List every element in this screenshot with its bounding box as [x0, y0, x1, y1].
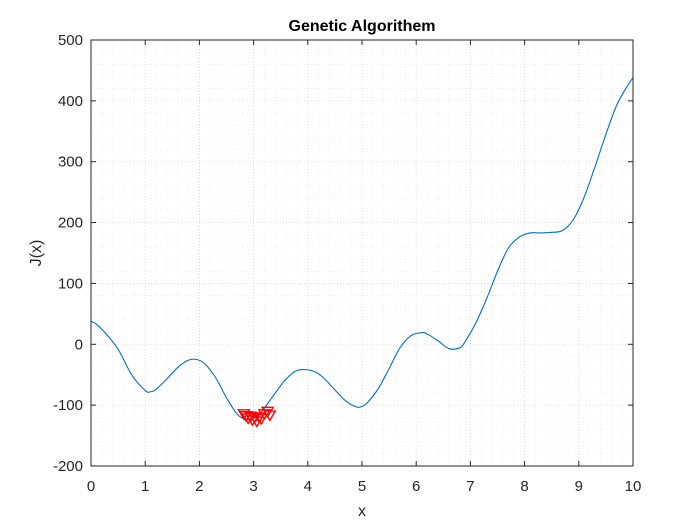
x-tick-label: 0 [87, 478, 95, 495]
chart-title: Genetic Algorithem [289, 18, 436, 35]
y-tick-label: 500 [58, 32, 83, 49]
x-tick-label: 4 [304, 478, 312, 495]
x-tick-label: 1 [141, 478, 149, 495]
y-axis-label: J(x) [28, 240, 45, 267]
x-tick-label: 3 [249, 478, 257, 495]
point-marker [263, 410, 277, 422]
series-line [90, 77, 634, 420]
y-tick-label: 0 [75, 336, 83, 353]
series-layer [90, 77, 634, 428]
y-tick-label: -200 [53, 458, 83, 475]
x-tick-label: 5 [358, 478, 366, 495]
x-tick-label: 9 [575, 478, 583, 495]
x-tick-label: 10 [625, 478, 642, 495]
x-tick-label: 8 [520, 478, 528, 495]
ticks-layer: 0 1 2 3 4 5 6 7 8 9 10 -200 -100 0 100 200 300 400 500 [53, 32, 641, 495]
y-tick-label: -100 [53, 397, 83, 414]
x-axis-label: x [358, 503, 366, 520]
point-marker [252, 412, 266, 424]
x-tick-label: 6 [412, 478, 420, 495]
y-tick-label: 300 [58, 154, 83, 171]
x-tick-label: 7 [466, 478, 474, 495]
point-marker [241, 413, 255, 425]
x-tick-label: 2 [195, 478, 203, 495]
y-tick-label: 100 [58, 275, 83, 292]
y-tick-label: 200 [58, 215, 83, 232]
y-tick-label: 400 [58, 93, 83, 110]
